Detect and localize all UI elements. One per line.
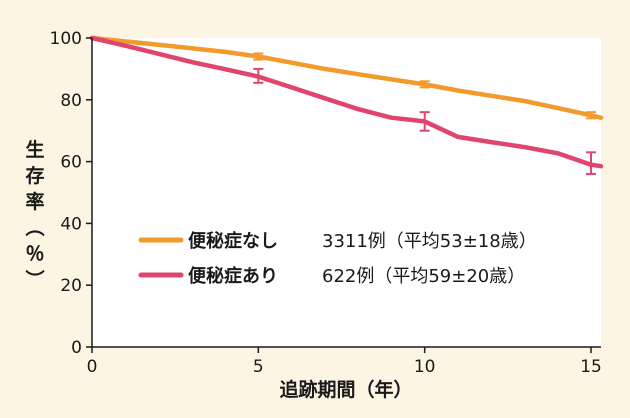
error-bar	[586, 111, 597, 120]
y-axis-title-char: 率	[25, 190, 44, 213]
error-bar	[586, 151, 597, 175]
y-tick-label: 0	[71, 338, 82, 358]
series-0	[89, 35, 604, 120]
error-bar	[253, 52, 264, 61]
series-line	[89, 35, 604, 169]
plot-area	[92, 38, 601, 347]
x-axis-title: 追跡期間（年）	[279, 378, 412, 401]
x-tick-label: 0	[87, 357, 98, 377]
y-tick-label: 80	[60, 91, 82, 111]
error-bar	[419, 80, 430, 89]
error-bar	[419, 111, 430, 132]
y-tick-label: 100	[50, 29, 82, 49]
legend-detail-constipation: 622例（平均59±20歳）	[322, 266, 525, 287]
y-axis-title-char: ）	[23, 269, 46, 288]
y-axis-title-char: ％	[25, 243, 44, 265]
y-axis-title-char: 生	[25, 138, 44, 161]
legend-label-constipation: 便秘症あり	[188, 265, 278, 287]
legend: 便秘症なし 3311例（平均53±18歳） 便秘症あり 622例（平均59±20…	[138, 230, 537, 287]
y-axis-title-char: 存	[25, 164, 44, 187]
x-tick-label: 5	[253, 357, 264, 377]
x-tick-label: 10	[414, 357, 436, 377]
series-line	[89, 35, 604, 120]
y-tick-label: 20	[60, 276, 82, 296]
error-bar	[253, 67, 264, 84]
y-tick-label: 60	[60, 153, 82, 173]
series-1	[89, 35, 604, 175]
y-axis-title: 生存率 （ ％ ）	[23, 138, 46, 289]
y-tick-label: 40	[60, 214, 82, 234]
legend-label-no-constipation: 便秘症なし	[188, 230, 278, 252]
y-axis-title-char: （	[23, 217, 46, 236]
legend-detail-no-constipation: 3311例（平均53±18歳）	[322, 231, 537, 252]
x-tick-label: 15	[580, 357, 602, 377]
